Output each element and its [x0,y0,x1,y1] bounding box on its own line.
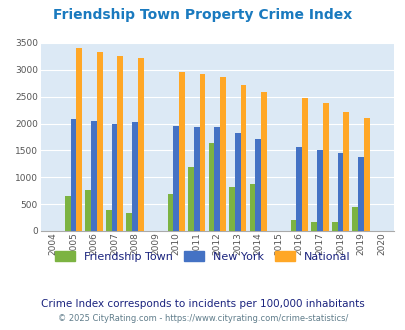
Bar [208,143,214,231]
Bar [106,210,111,231]
Bar [167,194,173,231]
Bar [76,48,82,231]
Bar [138,58,143,231]
Bar [352,207,357,231]
Bar [228,187,234,231]
Bar [220,77,225,231]
Bar [290,220,296,231]
Bar [260,92,266,231]
Bar [343,112,348,231]
Bar [331,222,337,231]
Bar [126,213,132,231]
Bar [240,85,246,231]
Bar [70,119,76,231]
Bar [322,103,328,231]
Bar [65,196,70,231]
Bar [91,121,97,231]
Bar [85,190,91,231]
Bar [199,74,205,231]
Bar [111,123,117,231]
Bar [97,52,102,231]
Bar [301,98,307,231]
Bar [249,184,255,231]
Bar [311,222,316,231]
Bar [363,117,369,231]
Bar [188,167,193,231]
Bar [296,147,301,231]
Text: © 2025 CityRating.com - https://www.cityrating.com/crime-statistics/: © 2025 CityRating.com - https://www.city… [58,314,347,323]
Bar [214,127,220,231]
Text: Friendship Town Property Crime Index: Friendship Town Property Crime Index [53,8,352,22]
Bar [316,150,322,231]
Bar [132,122,138,231]
Bar [337,152,343,231]
Text: Crime Index corresponds to incidents per 100,000 inhabitants: Crime Index corresponds to incidents per… [41,299,364,309]
Bar [173,126,179,231]
Legend: Friendship Town, New York, National: Friendship Town, New York, National [51,247,354,267]
Bar [117,56,123,231]
Bar [357,157,363,231]
Bar [193,127,199,231]
Bar [179,72,184,231]
Bar [234,133,240,231]
Bar [255,139,260,231]
